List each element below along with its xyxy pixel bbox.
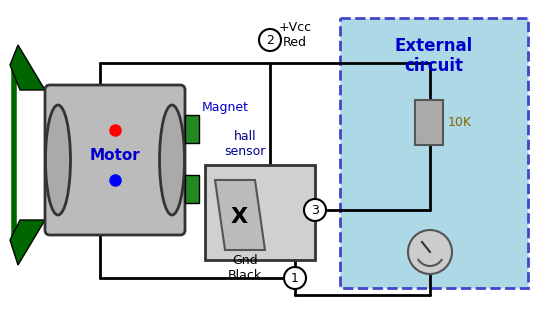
Polygon shape: [10, 220, 45, 265]
Polygon shape: [215, 180, 265, 250]
Text: X: X: [230, 207, 247, 227]
Polygon shape: [10, 45, 45, 90]
Text: 10K: 10K: [448, 116, 472, 129]
FancyBboxPatch shape: [45, 85, 185, 235]
Bar: [185, 115, 199, 143]
Text: External
circuit: External circuit: [395, 37, 473, 76]
Circle shape: [284, 267, 306, 289]
Text: 3: 3: [311, 204, 319, 216]
Text: hall
sensor: hall sensor: [224, 130, 266, 158]
Text: Gnd
Black: Gnd Black: [228, 254, 262, 282]
Circle shape: [259, 29, 281, 51]
Text: 2: 2: [266, 33, 274, 46]
Circle shape: [408, 230, 452, 274]
Ellipse shape: [46, 105, 70, 215]
Text: Motor: Motor: [90, 148, 140, 162]
FancyBboxPatch shape: [340, 18, 528, 288]
Text: Magnet: Magnet: [202, 101, 249, 114]
Circle shape: [304, 199, 326, 221]
Bar: [185, 175, 199, 203]
Text: 1: 1: [291, 271, 299, 284]
Bar: [415, 100, 443, 145]
Text: +Vcc
Red: +Vcc Red: [279, 21, 312, 49]
Bar: [205, 165, 315, 260]
Ellipse shape: [159, 105, 185, 215]
